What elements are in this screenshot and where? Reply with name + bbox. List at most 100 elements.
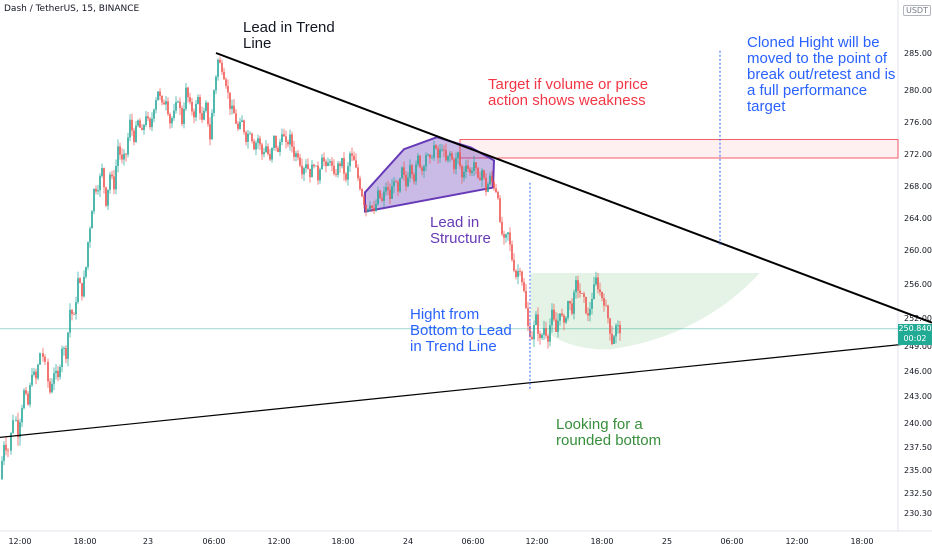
candle-body	[265, 146, 267, 153]
candle-body	[215, 76, 217, 91]
candle-body	[339, 163, 341, 167]
candle-body	[257, 138, 259, 143]
x-tick-label: 18:00	[331, 537, 354, 546]
candle-body	[433, 145, 435, 158]
candle-body	[565, 317, 567, 323]
candle-body	[85, 267, 87, 277]
candle-body	[191, 101, 193, 112]
candle-body	[261, 144, 263, 155]
currency-label[interactable]: USDT	[903, 5, 931, 16]
candle-body	[10, 432, 12, 451]
candle-body	[571, 303, 573, 314]
candle-body	[329, 161, 331, 163]
candle-body	[167, 101, 169, 115]
candle-body	[157, 91, 159, 101]
candle-body	[583, 293, 585, 297]
candle-body	[123, 153, 125, 160]
candle-body	[67, 332, 69, 359]
candle-body	[287, 141, 289, 145]
annotation-lead-trend-line: Lead in Trend Line	[243, 20, 335, 52]
candle-body	[347, 166, 349, 180]
candle-body	[541, 334, 543, 339]
candle-body	[119, 146, 121, 155]
candle-body	[333, 165, 335, 174]
candle-countdown: 00:02	[903, 334, 927, 343]
candle-body	[253, 141, 255, 150]
candle-body	[589, 308, 591, 316]
current-price-label: 250.840 00:02	[898, 324, 932, 345]
candle-body	[15, 420, 17, 421]
x-tick-label: 06:00	[202, 537, 225, 546]
candle-body	[533, 324, 535, 340]
candle-body	[87, 242, 89, 268]
candle-body	[95, 188, 97, 192]
candle-body	[351, 153, 353, 156]
candle-body	[363, 196, 365, 205]
candle-body	[311, 164, 313, 178]
candle-body	[437, 148, 439, 158]
current-price-value: 250.840	[898, 324, 932, 333]
candle-body	[5, 444, 7, 451]
candle-body	[161, 95, 163, 103]
candle-body	[279, 142, 281, 153]
candle-body	[153, 109, 155, 119]
candle-body	[44, 356, 46, 362]
candle-body	[199, 97, 201, 114]
candle-body	[101, 168, 103, 176]
candle-body	[475, 162, 477, 169]
x-tick-label: 12:00	[267, 537, 290, 546]
candle-body	[353, 155, 355, 161]
candle-body	[403, 167, 405, 175]
candle-body	[443, 149, 445, 151]
candle-body	[331, 161, 333, 166]
candle-body	[497, 192, 499, 199]
candle-body	[367, 208, 369, 212]
candle-body	[73, 314, 75, 315]
candle-body	[289, 134, 291, 145]
candle-body	[487, 184, 489, 192]
candle-body	[581, 293, 583, 294]
candle-body	[189, 97, 191, 102]
candle-body	[429, 154, 431, 158]
y-tick-label: 260.000	[904, 246, 932, 255]
candle-body	[315, 165, 317, 167]
candle-body	[395, 181, 397, 183]
candle-body	[607, 305, 609, 319]
candle-body	[585, 296, 587, 314]
annotation-target: Target if volume or price action shows w…	[488, 77, 648, 109]
annotation-line: Looking for a	[556, 416, 643, 433]
annotation-line: Target if volume or price	[488, 76, 649, 93]
candle-body	[595, 277, 597, 285]
candle-body	[545, 328, 547, 336]
candle-body	[203, 110, 205, 120]
candle-body	[19, 422, 21, 438]
candle-body	[165, 101, 167, 105]
candle-body	[121, 154, 123, 160]
candle-body	[245, 132, 247, 142]
x-tick-label: 24	[403, 537, 413, 546]
candle-body	[219, 59, 221, 63]
candle-body	[575, 280, 577, 293]
annotation-line: moved to the point of	[747, 50, 888, 67]
candle-body	[1, 460, 3, 480]
candle-body	[111, 174, 113, 177]
candle-body	[485, 177, 487, 192]
candle-body	[321, 157, 323, 170]
x-tick-label: 12:00	[785, 537, 808, 546]
candle-body	[155, 100, 157, 110]
candle-body	[385, 187, 387, 192]
candle-body	[417, 155, 419, 165]
candle-body	[159, 91, 161, 96]
candle-body	[77, 278, 79, 303]
candle-body	[127, 137, 129, 155]
candle-body	[307, 164, 309, 169]
candle-body	[233, 105, 235, 114]
candle-body	[407, 177, 409, 187]
candle-body	[249, 133, 251, 135]
candle-body	[115, 166, 117, 190]
candle-body	[37, 364, 39, 379]
candle-body	[421, 167, 423, 171]
candle-body	[611, 333, 613, 344]
candle-body	[129, 119, 131, 138]
